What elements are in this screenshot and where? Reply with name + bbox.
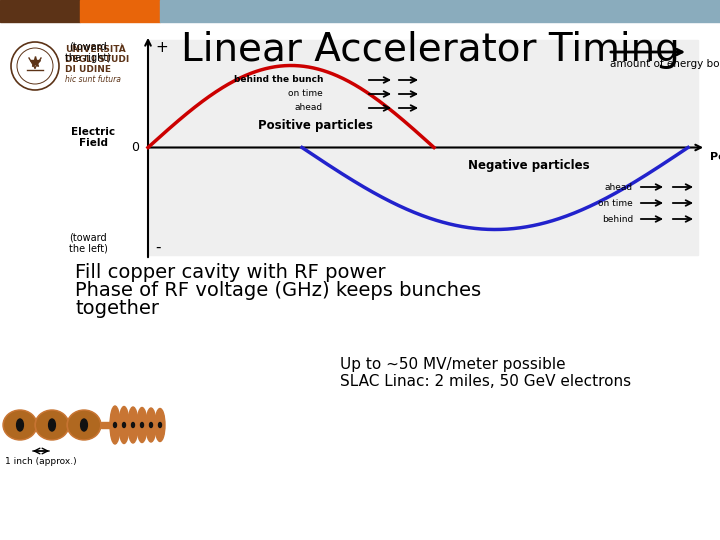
Text: Linear Accelerator Timing: Linear Accelerator Timing: [181, 31, 680, 69]
Text: -: -: [155, 240, 161, 254]
Text: UNIVERSITÀ: UNIVERSITÀ: [65, 45, 126, 55]
Text: 1 inch (approx.): 1 inch (approx.): [5, 456, 77, 465]
Ellipse shape: [132, 422, 135, 428]
Ellipse shape: [128, 407, 138, 443]
Text: (toward
the right): (toward the right): [65, 41, 111, 63]
Bar: [0, 0, 80, 22]
Ellipse shape: [37, 411, 67, 438]
Text: Position: Position: [710, 152, 720, 163]
Bar: [148, 40, 698, 255]
Text: (toward
the left): (toward the left): [68, 232, 107, 254]
Text: +: +: [155, 40, 168, 56]
Ellipse shape: [119, 407, 129, 443]
Ellipse shape: [67, 410, 101, 440]
Text: amount of energy boost: amount of energy boost: [610, 59, 720, 69]
Text: on time: on time: [598, 199, 633, 207]
Bar: [160, 0, 720, 22]
Bar: [80, 0, 160, 22]
Text: together: together: [75, 299, 159, 318]
Ellipse shape: [35, 410, 69, 440]
Text: ahead: ahead: [295, 104, 323, 112]
Ellipse shape: [137, 408, 147, 442]
Text: Phase of RF voltage (GHz) keeps bunches: Phase of RF voltage (GHz) keeps bunches: [75, 280, 481, 300]
Ellipse shape: [5, 411, 35, 438]
Text: on time: on time: [288, 90, 323, 98]
Text: Fill copper cavity with RF power: Fill copper cavity with RF power: [75, 262, 386, 281]
Ellipse shape: [114, 422, 117, 428]
Text: Positive particles: Positive particles: [258, 119, 373, 132]
Ellipse shape: [155, 408, 165, 442]
Ellipse shape: [146, 408, 156, 442]
Text: 0: 0: [131, 141, 139, 154]
Text: Up to ~50 MV/meter possible: Up to ~50 MV/meter possible: [340, 357, 566, 373]
Text: behind the bunch: behind the bunch: [233, 76, 323, 84]
Ellipse shape: [68, 411, 99, 438]
Bar: [101, 422, 115, 428]
Text: ahead: ahead: [605, 183, 633, 192]
Text: DEGLI STUDI: DEGLI STUDI: [65, 56, 130, 64]
Text: DI UDINE: DI UDINE: [65, 65, 111, 75]
Ellipse shape: [3, 410, 37, 440]
Ellipse shape: [122, 422, 125, 428]
Text: Electric
Field: Electric Field: [71, 127, 115, 148]
Text: SLAC Linac: 2 miles, 50 GeV electrons: SLAC Linac: 2 miles, 50 GeV electrons: [340, 375, 631, 389]
Ellipse shape: [158, 422, 161, 428]
Text: Negative particles: Negative particles: [468, 159, 590, 172]
Ellipse shape: [140, 422, 143, 428]
Text: behind: behind: [602, 214, 633, 224]
Ellipse shape: [150, 422, 153, 428]
Ellipse shape: [81, 419, 87, 431]
Ellipse shape: [17, 419, 23, 431]
Text: hic sunt futura: hic sunt futura: [65, 76, 121, 84]
Ellipse shape: [49, 419, 55, 431]
Ellipse shape: [110, 406, 120, 444]
